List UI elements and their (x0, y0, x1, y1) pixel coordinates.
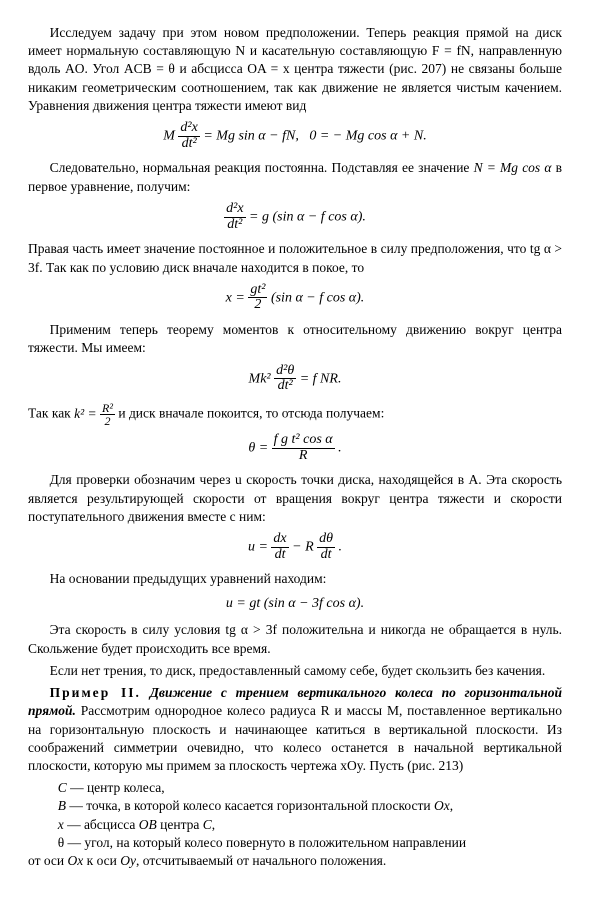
def-b: B — точка, в которой колесо касается гор… (58, 797, 562, 815)
formula-5: θ = f g t² cos α R . (28, 433, 562, 463)
para-7: На основании предыдущих уравнений находи… (28, 570, 562, 588)
p5a: Так как (28, 406, 74, 421)
para-9: Если нет трения, то диск, предоставленны… (28, 662, 562, 680)
p5c: и диск вначале покоится, то отсюда получ… (115, 406, 384, 421)
formula-7: u = gt (sin α − 3f cos α). (28, 595, 562, 614)
definition-list: C — центр колеса, B — точка, в которой к… (28, 779, 562, 852)
para-10: Пример II. Движение с трением вертикальн… (28, 684, 562, 775)
def-c: C — центр колеса, (58, 779, 562, 797)
p2a: Следовательно, нормальная реакция постоя… (50, 160, 474, 175)
para-3: Правая часть имеет значение постоянное и… (28, 240, 562, 276)
formula-2: d²x dt² = g (sin α − f cos α). (28, 202, 562, 232)
para-6: Для проверки обозначим через u скорость … (28, 471, 562, 526)
example-label: Пример II. (50, 685, 141, 700)
formula-3: x = gt² 2 (sin α − f cos α). (28, 283, 562, 313)
formula-6: u = dx dt − R dθ dt . (28, 532, 562, 562)
def-x: x — абсцисса OB центра C, (58, 816, 562, 834)
para-1: Исследуем задачу при этом новом предполо… (28, 24, 562, 115)
para-4: Применим теперь теорему моментов к относ… (28, 321, 562, 357)
p2b: N = Mg cos α (474, 160, 552, 175)
formula-4: Mk² d²θ dt² = f NR. (28, 364, 562, 394)
para-8: Эта скорость в силу условия tg α > 3f по… (28, 621, 562, 657)
example-body: Рассмотрим однородное колесо радиуса R и… (28, 703, 562, 773)
formula-1: M d²x dt² = Mg sin α − fN, 0 = − Mg cos … (28, 121, 562, 151)
def-theta: θ — угол, на который колесо повернуто в … (58, 834, 562, 852)
para-2: Следовательно, нормальная реакция постоя… (28, 159, 562, 195)
p5b: k² = R² 2 (74, 406, 115, 421)
para-5: Так как k² = R² 2 и диск вначале покоитс… (28, 402, 562, 427)
def-theta-cont: от оси Ox к оси Oy, отсчитываемый от нач… (28, 852, 562, 870)
